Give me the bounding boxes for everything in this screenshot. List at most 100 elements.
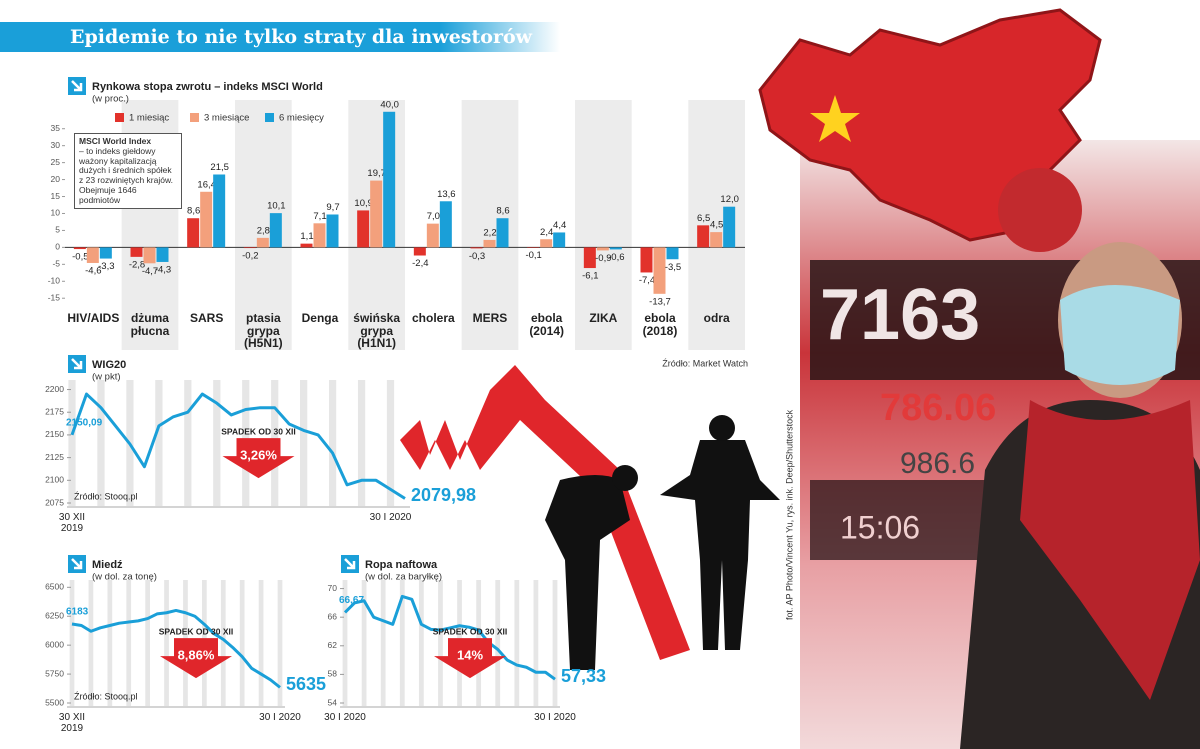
scarf [1020, 400, 1200, 700]
line [70, 392, 406, 500]
silhouette [612, 465, 638, 491]
x-tick-label: Denga [301, 311, 339, 325]
bar [86, 247, 99, 263]
y-tick-label: 66 [328, 611, 338, 621]
chart-subtitle: (w dol. za tonę) [92, 572, 157, 583]
data-label: 10,1 [267, 201, 286, 212]
band-shade [235, 100, 292, 350]
data-label: 8,6 [496, 206, 509, 217]
bar [723, 206, 736, 248]
bar [326, 214, 339, 248]
data-label: 7,0 [427, 211, 440, 222]
y-tick-label: 5750 [45, 668, 64, 678]
source: Źródło: Stooq.pl [74, 491, 138, 501]
data-label: 6183 [66, 607, 89, 618]
y-tick-label: 20 [51, 174, 61, 184]
drop-label: SPADEK OD 30 XII [221, 426, 295, 436]
data-label: 21,5 [210, 162, 229, 173]
note-title: MSCI World Index [79, 136, 152, 146]
bar [200, 191, 213, 248]
band-shade [239, 580, 245, 706]
bar [439, 201, 452, 248]
x-tick-label: ebola (2014) [529, 311, 564, 338]
bar [213, 174, 226, 248]
band-shade [386, 380, 395, 506]
board-text: 986.6 [900, 447, 975, 480]
bar [187, 218, 200, 248]
y-tick-label: 35 [51, 123, 61, 133]
photo-credit: fot. AP Photo/Vincent Yu, rys. ink. Deep… [784, 409, 794, 620]
bar [73, 247, 86, 250]
band-shade [380, 580, 386, 706]
data-label: -0,1 [525, 250, 541, 261]
data-label: 57,33 [561, 666, 606, 686]
bar [666, 247, 679, 260]
bar [483, 239, 496, 248]
data-label: -3,3 [98, 261, 114, 272]
data-label: 9,7 [326, 202, 339, 213]
y-tick-label: 2150 [45, 429, 64, 439]
x-tick-label: ZIKA [589, 311, 618, 325]
x-tick-label: 30 I 2020 [324, 712, 366, 723]
data-label: 1,1 [300, 231, 313, 242]
data-label: -4,3 [155, 264, 171, 275]
band-shade [418, 580, 424, 706]
band-shade [164, 580, 169, 706]
data-label: 19,7 [367, 168, 386, 179]
bar [370, 180, 383, 248]
data-label: 7,1 [313, 211, 326, 222]
bar [143, 247, 156, 264]
data-label: -2,8 [129, 259, 145, 270]
band-shade [328, 380, 337, 506]
y-tick-label: 6000 [45, 639, 64, 649]
band-shade [155, 380, 163, 506]
x-tick-label: cholera [411, 311, 455, 325]
silhouette [660, 440, 780, 650]
data-label: 2150,09 [66, 417, 103, 428]
chart-subtitle: (w proc.) [92, 94, 129, 105]
y-tick-label: 2125 [45, 452, 64, 462]
band-shade [213, 380, 221, 506]
data-label: 12,0 [720, 194, 739, 205]
bar [496, 218, 509, 248]
board-text: 15:06 [840, 509, 920, 545]
legend-swatch [115, 113, 124, 122]
data-label: 10,9 [354, 198, 373, 209]
bar [583, 247, 596, 269]
y-tick-label: 2100 [45, 475, 64, 485]
x-tick-label: odra [703, 311, 730, 325]
data-label: 2,2 [483, 227, 496, 238]
data-label: 6,5 [697, 213, 710, 224]
chart-subtitle: (w dol. za baryłkę) [365, 572, 442, 583]
chart-subtitle: (w pkt) [92, 372, 121, 383]
bar [130, 247, 143, 257]
band-shade [357, 380, 366, 506]
data-label: 40,0 [380, 99, 399, 110]
data-label: 66,67 [339, 595, 364, 606]
x-tick-label: świńska grypa (H1N1) [353, 311, 400, 351]
bar [470, 247, 483, 249]
y-tick-label: 2075 [45, 497, 64, 507]
band-shade [126, 580, 132, 706]
chart-title: Ropa naftowa [365, 559, 438, 571]
data-label: -4,7 [142, 266, 158, 277]
note-text: – to indeks giełdowy ważony kapitalizacj… [79, 145, 174, 205]
data-label: -7,4 [639, 275, 655, 286]
band-shade [361, 580, 367, 706]
page-title: Epidemie to nie tylko straty dla inwesto… [70, 26, 533, 48]
y-tick-label: 6500 [45, 582, 64, 592]
bar [243, 247, 256, 249]
data-label: -13,7 [649, 296, 671, 307]
y-tick-label: 0 [55, 242, 60, 252]
band-shade [552, 580, 558, 706]
x-tick-label: ptasia grypa (H5N1) [243, 311, 283, 351]
data-label: -2,4 [412, 258, 428, 269]
bar [313, 223, 326, 248]
bar [527, 247, 540, 248]
bar [653, 247, 666, 294]
band-shade [495, 580, 501, 706]
data-label: 2,8 [257, 225, 270, 236]
legend-label: 6 miesięcy [279, 113, 324, 124]
bar [609, 247, 622, 250]
